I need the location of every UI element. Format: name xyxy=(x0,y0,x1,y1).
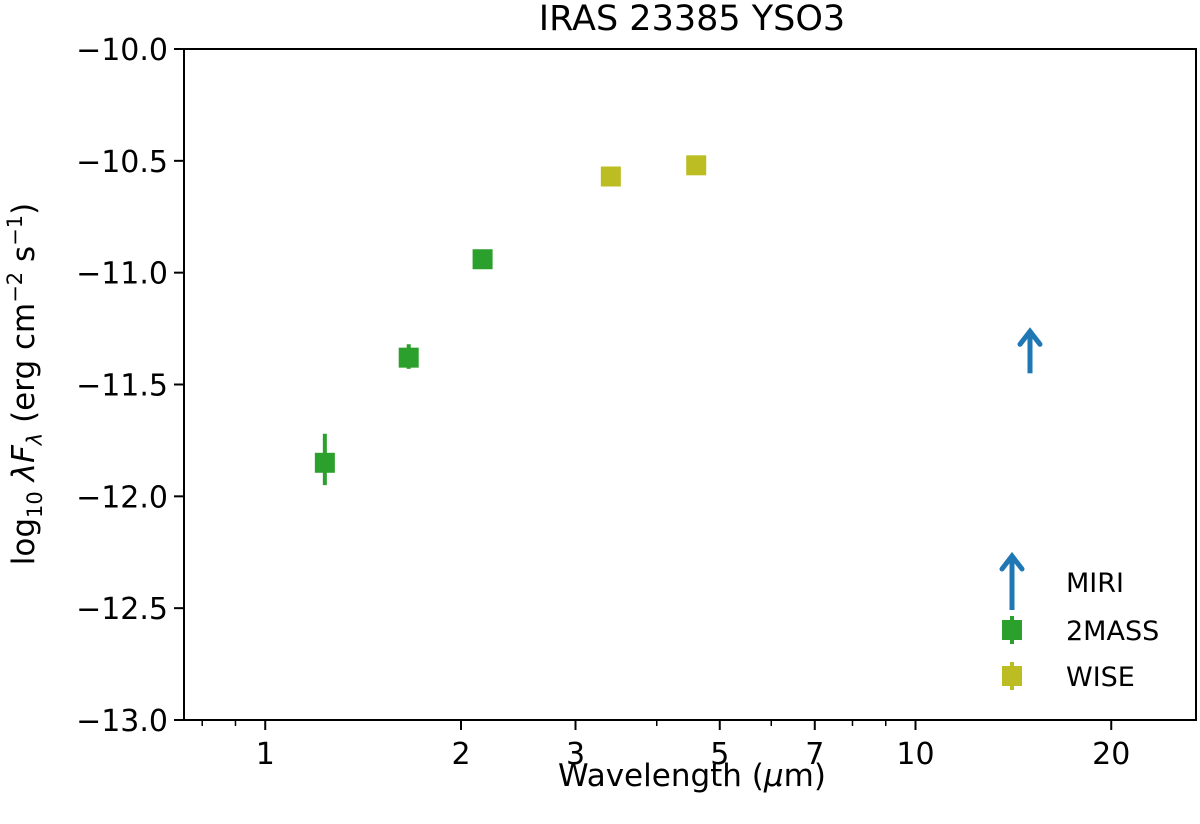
data-point xyxy=(398,347,419,368)
legend-label: WISE xyxy=(1066,662,1135,693)
y-tick-label: −11.5 xyxy=(76,369,168,404)
data-point xyxy=(472,249,493,270)
y-tick-label: −11.0 xyxy=(76,257,168,292)
legend-marker xyxy=(1002,666,1022,686)
x-axis-title: Wavelength (μm) xyxy=(558,758,826,794)
plot-frame xyxy=(183,48,1197,721)
x-tick-label: 1 xyxy=(256,737,275,772)
y-axis: −10.0 −10.5 −11.0 −11.5 −12.0 −12.5 −13.0 xyxy=(76,33,184,739)
legend-label: MIRI xyxy=(1066,568,1124,599)
y-tick-label: −12.0 xyxy=(76,480,168,515)
x-tick-label: 20 xyxy=(1092,737,1130,772)
upper-limit-arrow-head xyxy=(999,551,1025,572)
y-tick-label: −10.0 xyxy=(76,33,168,68)
series-2mass xyxy=(314,249,493,486)
legend: MIRI 2MASS WISE xyxy=(999,551,1159,693)
x-tick-label: 5 xyxy=(710,737,729,772)
y-tick-label: −12.5 xyxy=(76,592,168,627)
x-tick-label: 7 xyxy=(805,737,824,772)
plot-area xyxy=(183,48,1197,721)
y-tick-label: −10.5 xyxy=(76,145,168,180)
data-point xyxy=(314,452,335,473)
y-axis-title: log10 λFλ (erg cm−2 s−1) xyxy=(3,203,47,566)
upper-limit-arrow-head xyxy=(1017,327,1043,347)
x-axis: 1 2 3 5 7 10 20 xyxy=(201,720,1130,772)
legend-item-miri: MIRI xyxy=(999,551,1124,610)
legend-item-wise: WISE xyxy=(1002,662,1135,693)
data-point xyxy=(686,155,707,176)
chart-title: IRAS 23385 YSO3 xyxy=(539,0,845,39)
data-marks xyxy=(314,155,1043,486)
x-tick-label: 3 xyxy=(566,737,585,772)
y-tick-label: −13.0 xyxy=(76,704,168,739)
legend-label: 2MASS xyxy=(1066,616,1159,647)
x-tick-label: 10 xyxy=(896,737,934,772)
data-point xyxy=(600,166,621,187)
legend-marker xyxy=(1002,620,1022,640)
legend-item-2mass: 2MASS xyxy=(1002,616,1159,647)
x-tick-label: 2 xyxy=(451,737,470,772)
series-wise xyxy=(600,155,707,187)
series-miri xyxy=(1017,327,1043,374)
